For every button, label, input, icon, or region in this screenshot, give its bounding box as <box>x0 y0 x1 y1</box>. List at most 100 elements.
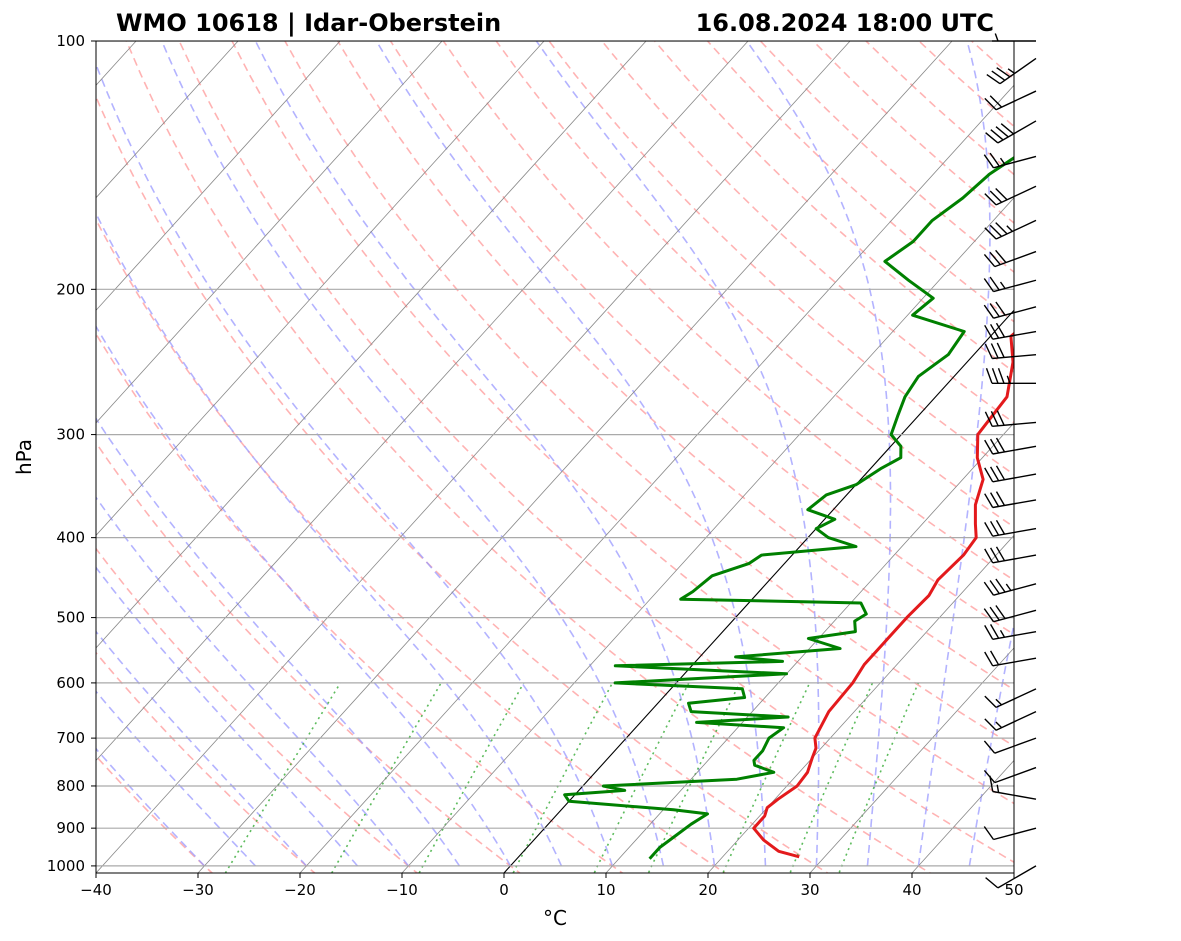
zero-isotherm <box>503 309 1014 873</box>
dry-adiabat <box>337 41 1014 691</box>
y-tick-label: 100 <box>56 32 85 50</box>
y-tick-label: 300 <box>56 426 85 444</box>
y-tick-label: 800 <box>56 777 85 795</box>
chart-title-station: WMO 10618 | Idar-Oberstein <box>116 9 501 37</box>
moist-adiabat <box>96 211 563 867</box>
wind-barb <box>985 368 1037 385</box>
y-tick-label: 400 <box>56 529 85 547</box>
background-lines <box>96 41 1181 873</box>
wind-barb <box>983 301 1037 319</box>
mixing-ratio-line <box>418 682 525 873</box>
dry-adiabat <box>178 41 1014 864</box>
wind-barb <box>984 519 1037 537</box>
dry-adiabat <box>865 41 1014 176</box>
isotherm <box>1013 872 1014 873</box>
moist-adiabat <box>161 41 665 867</box>
dry-adiabat <box>495 41 1014 528</box>
moist-adiabat <box>968 619 1014 867</box>
dry-adiabat <box>918 41 1014 128</box>
wind-barb <box>983 737 1037 754</box>
x-tick-label: 20 <box>698 881 717 899</box>
wind-barb-column <box>983 33 1037 889</box>
wind-barb <box>984 546 1037 564</box>
isotherm <box>96 41 545 536</box>
chart-title-datetime: 16.08.2024 18:00 UTC <box>696 9 994 37</box>
wind-barb <box>986 57 1037 85</box>
moist-adiabat <box>96 630 307 867</box>
wind-barb <box>984 410 1037 427</box>
moist-adiabat <box>375 41 767 866</box>
x-axis-label: °C <box>543 906 567 930</box>
y-tick-label: 200 <box>56 280 85 298</box>
x-tick-label: −20 <box>284 881 316 899</box>
wind-barb <box>984 710 1037 731</box>
isotherm <box>96 41 647 649</box>
y-tick-label: 1000 <box>47 857 85 875</box>
isotherm <box>96 41 749 762</box>
wind-barb <box>985 865 1037 889</box>
x-axis: −40 −30 −20 −10 0 10 20 30 40 50 <box>80 873 1024 899</box>
dry-adiabat <box>96 441 522 873</box>
y-tick-label: 600 <box>56 674 85 692</box>
moist-adiabat <box>96 417 461 867</box>
moist-adiabat <box>917 41 991 867</box>
wind-barb <box>983 249 1037 268</box>
wind-barb <box>992 33 1036 42</box>
wind-barb <box>984 437 1037 455</box>
wind-barb <box>984 322 1037 340</box>
y-tick-label: 700 <box>56 729 85 747</box>
isotherm <box>707 534 1014 873</box>
isotherm <box>197 41 953 873</box>
x-tick-label: 40 <box>902 881 921 899</box>
isotherm <box>809 647 1014 873</box>
profile-lines <box>563 156 1014 860</box>
dry-adiabat <box>96 332 624 873</box>
dry-adiabat <box>442 41 1014 582</box>
dry-adiabat <box>284 41 1014 747</box>
moist-adiabat <box>96 690 256 867</box>
isotherm <box>605 422 1014 873</box>
wind-barb <box>983 276 1037 293</box>
wind-barb <box>984 465 1037 483</box>
isotherm <box>401 197 1014 873</box>
wind-barb <box>984 491 1037 509</box>
moist-adiabat <box>1020 41 1181 866</box>
moist-adiabat <box>96 747 205 867</box>
x-tick-label: −10 <box>386 881 418 899</box>
wind-barb <box>983 605 1037 623</box>
wind-barb <box>984 185 1037 206</box>
dry-adiabat <box>706 41 1014 323</box>
wind-barb <box>984 624 1037 640</box>
temperature-profile <box>752 331 1014 859</box>
dry-adiabat <box>759 41 1014 274</box>
wind-barb <box>984 219 1037 240</box>
x-tick-label: −40 <box>80 881 112 899</box>
plot-frame <box>95 40 1015 874</box>
isotherm <box>1116 41 1181 873</box>
x-tick-label: 10 <box>596 881 615 899</box>
wind-barb <box>983 152 1037 169</box>
wind-barb <box>984 650 1037 667</box>
moist-adiabat <box>96 324 512 867</box>
mixing-ratio-line <box>330 682 442 873</box>
x-tick-label: 30 <box>800 881 819 899</box>
dry-adiabat <box>96 217 727 873</box>
mixing-ratio-line <box>838 682 920 873</box>
wind-barb <box>984 342 1037 360</box>
isotherm <box>96 41 443 424</box>
wind-barb <box>985 120 1037 144</box>
dewpoint-profile <box>563 156 1014 860</box>
mixing-ratio-line <box>224 682 342 873</box>
wind-barb <box>983 766 1037 784</box>
y-tick-label: 500 <box>56 609 85 627</box>
dry-adiabat <box>654 41 1014 373</box>
x-tick-label: 50 <box>1004 881 1023 899</box>
moist-adiabat <box>96 566 359 867</box>
y-axis: 100 200 300 400 500 600 700 800 900 1000 <box>47 32 96 875</box>
wind-barb <box>984 688 1037 709</box>
x-tick-label: 0 <box>499 881 509 899</box>
dry-adiabat <box>971 41 1014 80</box>
isotherm <box>96 41 341 311</box>
wind-barb <box>983 578 1037 596</box>
